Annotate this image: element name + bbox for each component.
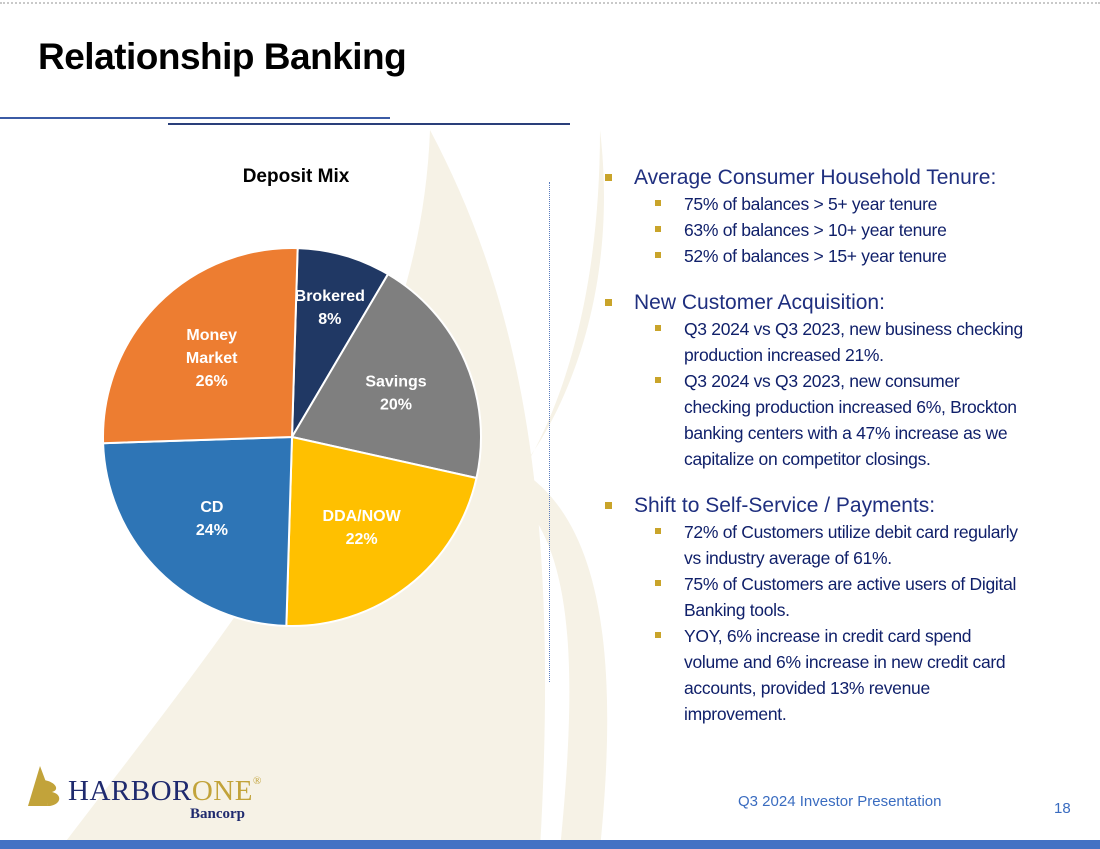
bullet-heading: Average Consumer Household Tenure:	[605, 164, 1075, 191]
pie-slice-money-market	[102, 247, 299, 445]
bottom-accent-bar	[0, 840, 1100, 849]
column-divider	[549, 182, 550, 682]
pie-label-cd: CD 24%	[196, 499, 228, 539]
bullet-item: 63% of balances > 10+ year tenure	[655, 217, 1030, 243]
bullet-section-self-service: Shift to Self-Service / Payments: 72% of…	[605, 492, 1075, 727]
company-logo-subtitle: Bancorp	[190, 806, 246, 822]
bullet-item: Q3 2024 vs Q3 2023, new consumer checkin…	[655, 368, 1030, 472]
title-rule	[0, 117, 390, 119]
deposit-mix-pie-chart: Brokered 8% Savings 20% DDA/NOW 22% CD 24% Money…	[102, 247, 482, 627]
pie-label-brokered: Brokered 8%	[295, 288, 365, 328]
footer-text: Q3 2024 Investor Presentation	[738, 793, 942, 810]
pie-slice-cd	[102, 435, 294, 627]
top-dotted-border	[0, 2, 1100, 4]
bullet-list: Average Consumer Household Tenure: 75% o…	[605, 164, 1075, 747]
title-rule-secondary	[168, 123, 570, 125]
pie-label-savings: Savings 20%	[365, 373, 426, 413]
bullet-item: Q3 2024 vs Q3 2023, new business checkin…	[655, 316, 1030, 368]
bullet-item: 52% of balances > 15+ year tenure	[655, 243, 1030, 269]
pie-label-dda-now: DDA/NOW 22%	[323, 508, 402, 548]
bullet-item: 75% of balances > 5+ year tenure	[655, 191, 1030, 217]
bullet-item: YOY, 6% increase in credit card spend vo…	[655, 623, 1030, 727]
bullet-heading: Shift to Self-Service / Payments:	[605, 492, 1075, 519]
pie-slice-brokered	[291, 247, 390, 438]
bullet-section-acquisition: New Customer Acquisition: Q3 2024 vs Q3 …	[605, 289, 1075, 472]
company-logo: HARBORONE®	[68, 775, 262, 807]
pie-slice-dda-now	[285, 435, 478, 627]
pie-slice-savings	[290, 272, 482, 480]
page-title: Relationship Banking	[38, 36, 407, 77]
chart-title: Deposit Mix	[242, 166, 350, 187]
bullet-section-tenure: Average Consumer Household Tenure: 75% o…	[605, 164, 1075, 269]
pie-label-money-market: Money Market 26%	[186, 327, 238, 390]
bullet-heading: New Customer Acquisition:	[605, 289, 1075, 316]
bullet-item: 75% of Customers are active users of Dig…	[655, 571, 1030, 623]
page-number: 18	[1054, 800, 1071, 817]
bullet-item: 72% of Customers utilize debit card regu…	[655, 519, 1030, 571]
harborone-sail-logo-icon	[28, 766, 60, 806]
